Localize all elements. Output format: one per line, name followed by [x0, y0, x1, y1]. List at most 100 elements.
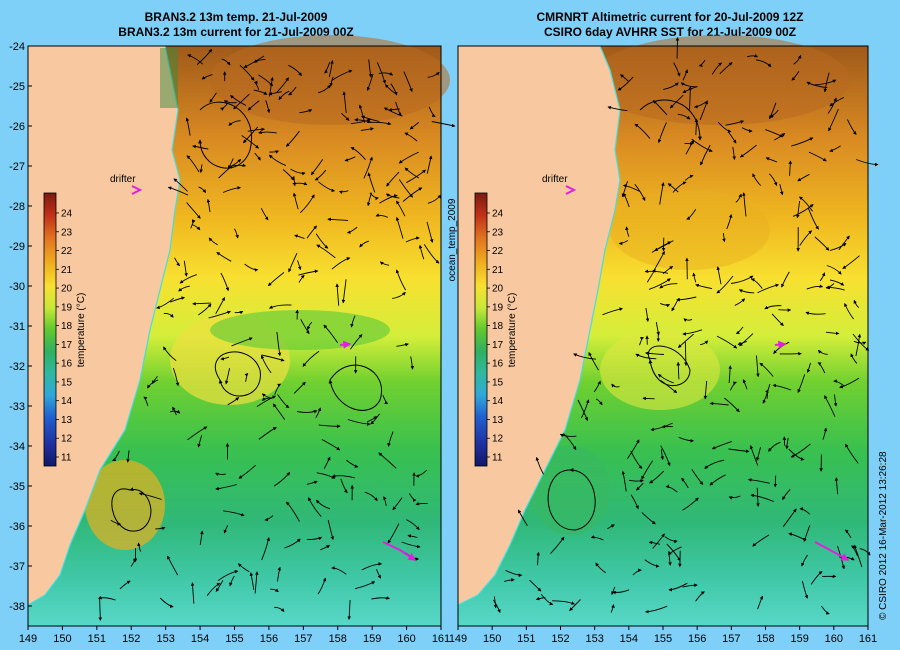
current-vector	[665, 484, 678, 493]
current-vector	[364, 491, 378, 502]
current-vector	[735, 193, 742, 203]
right-current-vectors	[493, 36, 879, 615]
current-vector	[750, 493, 774, 502]
current-vector	[406, 169, 426, 184]
current-vector	[338, 190, 349, 195]
current-vector	[342, 91, 347, 113]
current-vector	[404, 132, 418, 142]
current-vector	[798, 196, 813, 212]
current-vector	[285, 130, 300, 147]
current-vector	[644, 269, 669, 274]
current-vector	[254, 571, 259, 594]
current-vector	[253, 59, 266, 63]
current-vector	[711, 440, 732, 450]
current-vector	[395, 269, 406, 291]
colorbar-tick-label: 24	[492, 209, 504, 220]
current-vector	[768, 173, 778, 186]
current-vector	[427, 71, 440, 78]
current-vector	[347, 599, 351, 620]
x-tick-label: 151	[517, 633, 535, 645]
current-vector	[350, 334, 363, 350]
current-vector	[641, 460, 653, 480]
current-vector	[685, 139, 695, 155]
current-vector	[622, 183, 640, 192]
current-vector	[602, 307, 623, 316]
colorbar-tick-label: 11	[492, 453, 503, 464]
current-vector	[138, 492, 162, 500]
current-vector	[321, 439, 341, 451]
current-vector	[700, 340, 709, 346]
current-vector	[130, 559, 137, 567]
current-vector	[395, 216, 404, 239]
current-vector	[634, 123, 651, 139]
y-tick-label: -38	[9, 601, 25, 613]
y-tick-label: -34	[9, 441, 25, 453]
current-vector	[386, 171, 400, 187]
current-vector	[418, 244, 425, 260]
current-vector	[395, 200, 406, 217]
current-vector	[621, 470, 627, 492]
current-vector	[806, 284, 824, 290]
current-vector	[756, 355, 760, 378]
current-vector	[829, 145, 841, 153]
current-vector	[719, 62, 733, 75]
current-vector	[366, 416, 378, 423]
current-vector	[267, 272, 285, 287]
y-tick-label: -37	[9, 561, 25, 573]
current-vector	[779, 183, 784, 196]
current-vector	[261, 537, 270, 561]
credit-text: © CSIRO 2012 16-Mar-2012 13:26:28	[878, 451, 889, 620]
current-vector	[244, 372, 249, 382]
current-vector	[668, 582, 688, 592]
current-vector	[197, 435, 203, 448]
colorbar-tick-label: 14	[61, 396, 73, 407]
current-vector	[790, 443, 811, 458]
current-vector	[260, 207, 269, 221]
current-vector	[855, 333, 862, 357]
current-vector	[426, 155, 433, 174]
current-vector	[829, 96, 845, 107]
current-vector	[169, 296, 185, 303]
current-vector	[666, 543, 681, 562]
current-vector	[650, 422, 673, 432]
current-vector	[192, 301, 211, 306]
current-vector	[299, 194, 315, 214]
x-tick-label: 152	[122, 633, 140, 645]
current-vector	[310, 158, 324, 176]
current-vector	[580, 399, 590, 419]
current-vector	[573, 353, 597, 360]
current-vector	[724, 397, 740, 413]
current-vector	[299, 109, 313, 114]
current-vector	[331, 257, 351, 270]
current-vector	[750, 278, 763, 289]
current-vector	[328, 60, 334, 78]
current-vector	[190, 582, 195, 604]
current-vector	[823, 72, 830, 93]
current-vector	[716, 335, 738, 349]
current-vector	[172, 367, 180, 387]
current-vector	[359, 240, 370, 248]
current-vector	[232, 163, 247, 167]
current-vector	[405, 236, 420, 243]
current-vector	[769, 102, 777, 120]
current-vector	[746, 53, 758, 58]
current-vector	[239, 64, 255, 81]
current-vector	[196, 48, 213, 65]
current-vector	[224, 368, 231, 385]
current-vector	[663, 82, 679, 90]
colorbar-tick-label: 13	[61, 415, 73, 426]
current-vector	[659, 182, 665, 205]
current-vector	[404, 167, 420, 179]
current-vector	[765, 157, 778, 163]
current-vector	[668, 551, 672, 566]
current-vector	[222, 186, 241, 193]
current-vector	[315, 233, 329, 249]
current-vector	[618, 240, 629, 246]
current-vector	[316, 499, 331, 510]
current-vector	[302, 350, 320, 367]
current-vector	[684, 341, 688, 367]
current-vector	[535, 456, 544, 475]
current-vector	[143, 396, 149, 407]
current-vector	[346, 459, 359, 468]
current-vector	[293, 381, 306, 394]
